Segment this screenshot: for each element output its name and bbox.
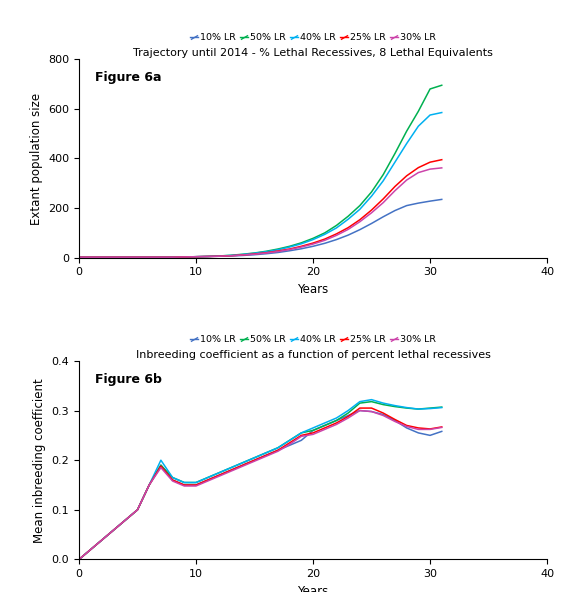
Y-axis label: Mean inbreeding coefficient: Mean inbreeding coefficient — [33, 378, 46, 542]
Title: Inbreeding coefficient as a function of percent lethal recessives: Inbreeding coefficient as a function of … — [135, 350, 491, 360]
X-axis label: Years: Years — [297, 283, 329, 296]
Legend: 10% LR, 50% LR, 40% LR, 25% LR, 30% LR: 10% LR, 50% LR, 40% LR, 25% LR, 30% LR — [190, 335, 436, 344]
X-axis label: Years: Years — [297, 585, 329, 592]
Title: Trajectory until 2014 - % Lethal Recessives, 8 Lethal Equivalents: Trajectory until 2014 - % Lethal Recessi… — [133, 49, 493, 59]
Text: Figure 6a: Figure 6a — [95, 71, 162, 84]
Text: Figure 6b: Figure 6b — [95, 373, 162, 386]
Y-axis label: Extant population size: Extant population size — [29, 92, 42, 224]
Legend: 10% LR, 50% LR, 40% LR, 25% LR, 30% LR: 10% LR, 50% LR, 40% LR, 25% LR, 30% LR — [190, 33, 436, 42]
